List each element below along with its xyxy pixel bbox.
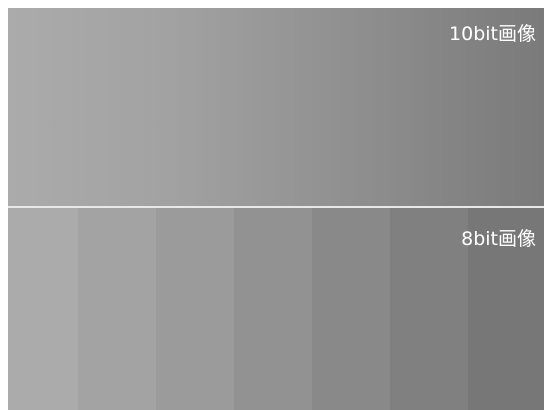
panel-8bit-banded: 8bit画像 (8, 208, 544, 410)
gray-band (156, 208, 234, 410)
gray-band (8, 208, 78, 410)
label-8bit: 8bit画像 (461, 228, 536, 250)
image-frame: 10bit画像 8bit画像 (8, 8, 544, 410)
gray-band (312, 208, 390, 410)
label-10bit: 10bit画像 (449, 23, 536, 45)
gray-band (234, 208, 312, 410)
gray-band (390, 208, 468, 410)
gray-band (468, 208, 544, 410)
panel-divider (8, 206, 544, 208)
panel-10bit-gradient: 10bit画像 (8, 8, 544, 206)
gray-band (78, 208, 156, 410)
